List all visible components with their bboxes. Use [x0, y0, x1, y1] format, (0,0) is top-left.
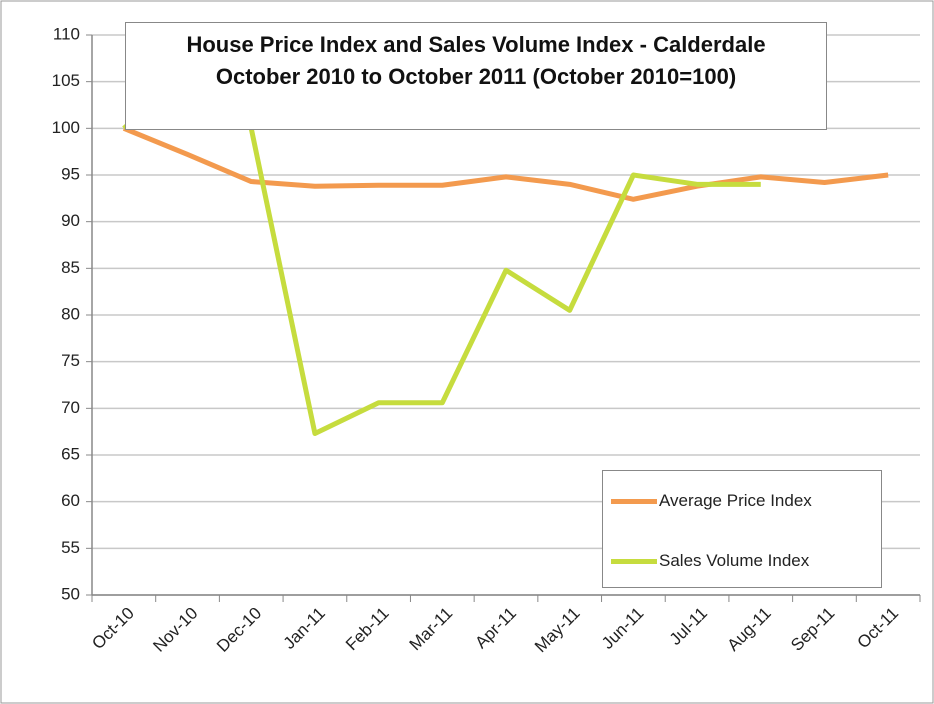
- y-tick-label: 70: [61, 398, 80, 417]
- legend-swatch: [611, 558, 657, 564]
- y-tick-label: 80: [61, 304, 80, 323]
- y-tick-label: 75: [61, 351, 80, 370]
- legend-swatch: [611, 498, 657, 504]
- legend-item: Average Price Index: [611, 491, 812, 511]
- y-tick-label: 110: [53, 24, 80, 43]
- y-tick-label: 100: [52, 118, 80, 137]
- y-tick-label: 65: [61, 444, 80, 463]
- y-tick-label: 60: [61, 491, 80, 510]
- chart-title: House Price Index and Sales Volume Index…: [125, 22, 827, 130]
- legend-label: Sales Volume Index: [659, 551, 810, 570]
- y-tick-label: 50: [61, 584, 80, 603]
- y-tick-label: 90: [61, 211, 80, 230]
- series-line: [122, 126, 889, 202]
- legend-label: Average Price Index: [659, 491, 812, 510]
- y-tick-label: 95: [61, 164, 80, 183]
- y-tick-label: 105: [52, 71, 80, 90]
- y-tick-label: 85: [61, 258, 80, 277]
- legend-item: Sales Volume Index: [611, 551, 809, 571]
- legend: Average Price Index Sales Volume Index: [602, 470, 882, 588]
- y-tick-label: 55: [61, 538, 80, 557]
